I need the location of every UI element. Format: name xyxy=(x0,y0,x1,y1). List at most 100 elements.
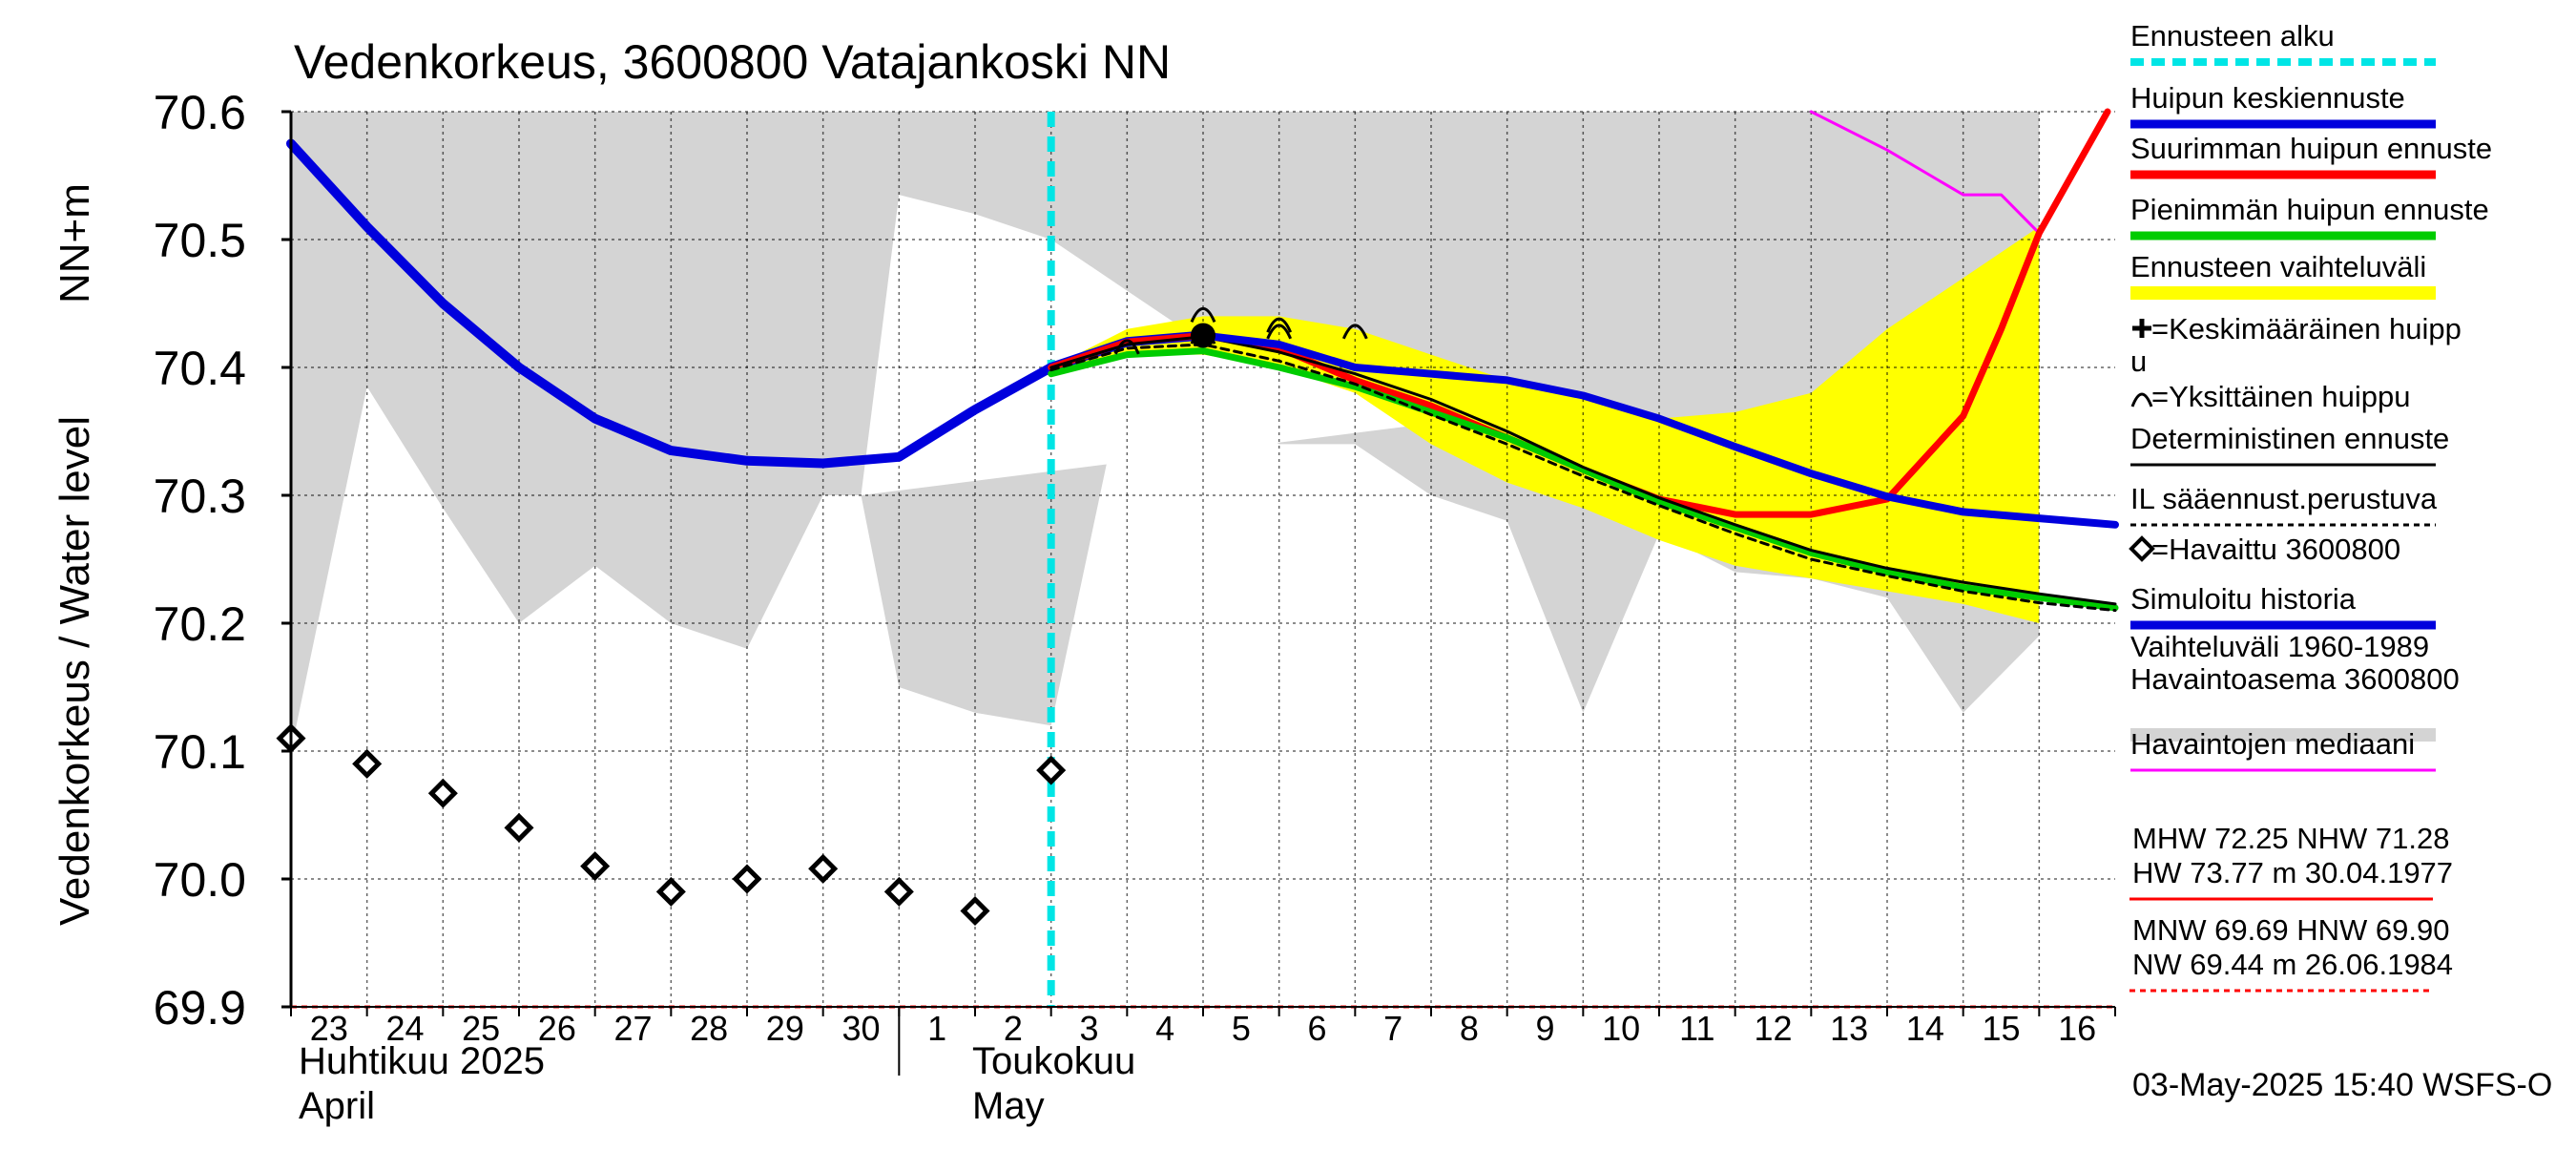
y-tick-label: 70.6 xyxy=(154,86,246,139)
stats-line-4: NW 69.44 m 26.06.1984 xyxy=(2132,948,2453,981)
y-axis-title: Vedenkorkeus / Water level NN+m xyxy=(52,183,98,926)
observed-point xyxy=(504,812,534,843)
legend-plus-icon xyxy=(2132,319,2151,338)
observed-point xyxy=(960,895,990,927)
legend-entry: Ennusteen vaihteluväli xyxy=(2130,250,2436,300)
observed-point xyxy=(427,778,458,808)
legend-entry: Huipun keskiennuste xyxy=(2130,81,2436,129)
x-tick-label: 5 xyxy=(1232,1009,1251,1048)
legend-label: Deterministinen ennuste xyxy=(2130,422,2449,455)
y-tick-label: 70.0 xyxy=(154,853,246,907)
legend-swatch xyxy=(2130,728,2436,742)
observed-point xyxy=(352,748,383,779)
x-tick-label: 4 xyxy=(1155,1009,1174,1048)
legend-label: =Havaittu 3600800 xyxy=(2151,533,2400,566)
observed-point xyxy=(655,876,686,907)
legend-diamond-icon xyxy=(2129,535,2155,562)
x-tick-label: 6 xyxy=(1307,1009,1326,1048)
legend-entry: Vaihteluväli 1960-1989 Havaintoasema 360… xyxy=(2130,630,2460,742)
plot-area xyxy=(276,108,2119,1009)
stats-block: MHW 72.25 NHW 71.28 HW 73.77 m 30.04.197… xyxy=(2129,822,2453,993)
observed-point xyxy=(580,851,611,882)
legend-label: Ennusteen alku xyxy=(2130,19,2335,52)
legend-entry: IL sääennust.perustuva xyxy=(2130,482,2438,527)
x-tick-label: 15 xyxy=(1982,1009,2020,1048)
x-tick-label: 14 xyxy=(1906,1009,1944,1048)
band-2 xyxy=(1050,226,2040,623)
band-0 xyxy=(291,112,2040,751)
single-peak-marker xyxy=(1113,339,1140,355)
observed-point xyxy=(1036,755,1067,785)
x-tick-label: 25 xyxy=(462,1009,500,1048)
x-tick-label: 24 xyxy=(385,1009,424,1048)
legend-label: =Keskimääräinen huipp xyxy=(2151,312,2462,345)
x-tick-label: 7 xyxy=(1383,1009,1402,1048)
observed-point xyxy=(883,876,914,907)
month-label-en: May xyxy=(972,1085,1045,1127)
timestamp: 03-May-2025 15:40 WSFS-O xyxy=(2132,1067,2552,1103)
stats-line-3: MNW 69.69 HNW 69.90 xyxy=(2132,913,2450,947)
legend-entry: Havaintojen mediaani xyxy=(2130,727,2436,772)
legend-label: Havaintojen mediaani xyxy=(2130,727,2415,761)
legend-entry: =Keskimääräinen huippu xyxy=(2130,312,2462,378)
x-tick-label: 3 xyxy=(1079,1009,1098,1048)
x-tick-label: 10 xyxy=(1602,1009,1640,1048)
month-label: Toukokuu xyxy=(972,1040,1135,1082)
x-tick-label: 8 xyxy=(1460,1009,1479,1048)
legend-label: Vaihteluväli 1960-1989 xyxy=(2130,630,2429,663)
legend-entry: Suurimman huipun ennuste xyxy=(2130,132,2492,179)
x-tick-label: 30 xyxy=(841,1009,880,1048)
legend-entry: =Yksittäinen huippu xyxy=(2130,380,2410,413)
y-tick-label: 70.1 xyxy=(154,725,246,779)
legend-label: Simuloitu historia xyxy=(2130,582,2357,616)
legend: Ennusteen alku Huipun keskiennuste Suurimm… xyxy=(2129,19,2492,772)
single-peak-marker xyxy=(1266,324,1293,340)
x-tick-label: 26 xyxy=(538,1009,576,1048)
x-tick-label: 13 xyxy=(1830,1009,1868,1048)
series-line xyxy=(1199,331,2119,529)
legend-arc-icon xyxy=(2130,392,2153,408)
stats-line-1: MHW 72.25 NHW 71.28 xyxy=(2132,822,2450,855)
legend-label-2: u xyxy=(2130,345,2147,378)
axes: 69.970.070.170.270.370.470.570.623 24 25 26… xyxy=(154,86,2116,1127)
single-peak-marker xyxy=(1266,317,1293,333)
y-tick-label: 70.5 xyxy=(154,214,246,267)
x-tick-label: 28 xyxy=(690,1009,728,1048)
month-label: Huhtikuu 2025 xyxy=(299,1040,545,1082)
x-tick-label: 27 xyxy=(613,1009,652,1048)
x-tick-label: 23 xyxy=(310,1009,348,1048)
legend-label: IL sääennust.perustuva xyxy=(2130,482,2438,515)
legend-label: Huipun keskiennuste xyxy=(2130,81,2405,115)
single-peak-marker xyxy=(1190,306,1216,324)
legend-label: Ennusteen vaihteluväli xyxy=(2130,250,2426,283)
observed-point xyxy=(732,864,762,894)
observed-point xyxy=(808,853,839,884)
legend-label: Pienimmän huipun ennuste xyxy=(2130,193,2489,226)
y-axis-unit: NN+m xyxy=(52,183,98,303)
legend-entry: =Havaittu 3600800 xyxy=(2129,533,2400,566)
legend-label: Suurimman huipun ennuste xyxy=(2130,132,2492,165)
legend-entry: Deterministinen ennuste xyxy=(2130,422,2449,467)
legend-label: =Yksittäinen huippu xyxy=(2151,380,2410,413)
month-label-en: April xyxy=(299,1085,375,1127)
mean-peak-marker xyxy=(1191,323,1215,348)
series-line xyxy=(1048,347,2119,612)
series-line xyxy=(1049,343,2117,613)
stats-line-2: HW 73.77 m 30.04.1977 xyxy=(2132,856,2453,889)
x-tick-label: 9 xyxy=(1535,1009,1554,1048)
x-tick-label: 12 xyxy=(1754,1009,1792,1048)
x-tick-label: 2 xyxy=(1004,1009,1023,1048)
chart-title: Vedenkorkeus, 3600800 Vatajankoski NN xyxy=(294,35,1171,89)
legend-entry: Pienimmän huipun ennuste xyxy=(2130,193,2489,240)
legend-swatch xyxy=(2130,286,2436,300)
y-tick-label: 69.9 xyxy=(154,981,246,1035)
y-tick-label: 70.2 xyxy=(154,597,246,651)
x-tick-label: 16 xyxy=(2058,1009,2096,1048)
x-tick-label: 1 xyxy=(927,1009,946,1048)
y-tick-label: 70.4 xyxy=(154,342,246,395)
x-tick-label: 29 xyxy=(766,1009,804,1048)
y-tick-label: 70.3 xyxy=(154,470,246,523)
x-tick-label: 11 xyxy=(1679,1009,1714,1048)
